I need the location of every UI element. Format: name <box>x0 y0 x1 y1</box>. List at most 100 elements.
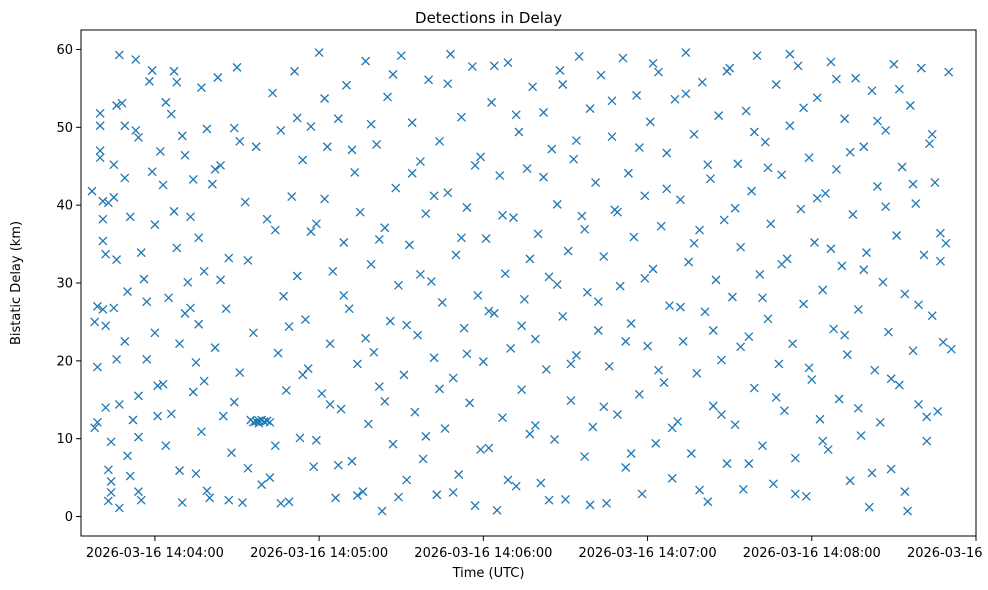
scatter-point <box>106 437 116 447</box>
scatter-point <box>503 58 513 68</box>
scatter-point <box>588 422 598 432</box>
scatter-point <box>136 248 146 258</box>
scatter-point <box>175 466 184 476</box>
scatter-point <box>328 266 338 276</box>
scatter-point <box>169 66 179 76</box>
scatter-point <box>98 196 108 206</box>
scatter-point <box>815 414 825 424</box>
scatter-point <box>273 348 283 358</box>
scatter-point <box>262 214 272 224</box>
scatter-point <box>487 97 497 107</box>
scatter-point <box>903 506 913 516</box>
scatter-point <box>210 164 220 174</box>
scatter-point <box>465 398 475 408</box>
scatter-point <box>306 227 316 237</box>
scatter-point <box>153 381 163 391</box>
scatter-point <box>155 146 165 156</box>
scatter-point <box>760 137 770 147</box>
scatter-point <box>758 441 767 451</box>
scatter-point <box>352 359 362 369</box>
scatter-point <box>695 485 705 495</box>
scatter-point <box>771 392 781 402</box>
scatter-point <box>205 493 215 503</box>
scatter-point <box>238 498 247 507</box>
scatter-point <box>675 195 685 205</box>
scatter-point <box>454 470 464 479</box>
scatter-point <box>213 73 223 82</box>
scatter-point <box>626 319 636 328</box>
scatter-point <box>930 178 940 188</box>
scatter-point <box>210 343 220 353</box>
scatter-point <box>147 167 157 177</box>
scatter-point <box>733 159 743 169</box>
scatter-point <box>818 436 828 446</box>
scatter-point <box>919 250 929 260</box>
scatter-point <box>407 118 417 128</box>
scatter-point <box>716 410 726 420</box>
scatter-point <box>593 297 603 307</box>
scatter-point <box>634 143 644 153</box>
scatter-point <box>270 225 280 235</box>
scatter-point <box>563 246 573 256</box>
scatter-point <box>730 420 740 430</box>
scatter-point <box>550 435 559 444</box>
y-tick-label: 0 <box>65 510 73 525</box>
scatter-point <box>180 150 190 160</box>
scatter-point <box>530 420 540 430</box>
scatter-point <box>251 417 261 427</box>
scatter-point <box>539 172 549 182</box>
scatter-point <box>265 417 275 427</box>
scatter-point <box>112 255 122 265</box>
scatter-point <box>769 479 778 489</box>
scatter-point <box>881 202 891 212</box>
chart-title: Detections in Delay <box>415 9 562 27</box>
scatter-point <box>106 477 116 486</box>
scatter-point <box>615 281 625 291</box>
scatter-point <box>311 219 321 229</box>
scatter-point <box>541 364 551 374</box>
scatter-point <box>530 334 540 344</box>
scatter-point <box>714 111 724 121</box>
scatter-point <box>785 121 795 131</box>
scatter-point <box>558 80 568 89</box>
scatter-point <box>120 121 130 131</box>
scatter-point <box>818 285 828 295</box>
scatter-point <box>380 396 390 406</box>
scatter-point <box>922 436 932 446</box>
scatter-point <box>790 489 800 499</box>
scatter-point <box>402 475 412 485</box>
scatter-point <box>435 384 445 394</box>
scatter-point <box>692 368 702 378</box>
scatter-point <box>317 389 327 399</box>
scatter-point <box>689 238 699 248</box>
scatter-point <box>552 280 562 290</box>
scatter-point <box>755 269 765 279</box>
scatter-point <box>262 416 272 426</box>
scatter-point <box>651 438 661 448</box>
x-tick-label: 2026-03-16 14:05:00 <box>250 546 388 561</box>
scatter-point <box>103 465 113 475</box>
scatter-point <box>451 250 461 260</box>
scatter-point <box>706 174 715 184</box>
scatter-point <box>240 197 250 207</box>
scatter-point <box>834 394 844 404</box>
scatter-point <box>112 101 122 110</box>
scatter-point <box>377 506 387 516</box>
scatter-point <box>103 496 113 506</box>
scatter-point <box>292 113 302 123</box>
scatter-point <box>695 225 705 235</box>
scatter-point <box>634 389 644 399</box>
scatter-point <box>525 254 535 264</box>
scatter-point <box>134 132 143 142</box>
scatter-point <box>399 370 409 380</box>
scatter-point <box>432 490 442 500</box>
scatter-point <box>227 448 236 458</box>
scatter-point <box>287 192 297 202</box>
scatter-point <box>522 164 532 174</box>
scatter-point <box>607 132 617 142</box>
scatter-point <box>799 103 809 113</box>
scatter-point <box>511 481 521 491</box>
scatter-point <box>500 269 510 279</box>
scatter-point <box>571 350 581 360</box>
scatter-point <box>686 449 696 458</box>
